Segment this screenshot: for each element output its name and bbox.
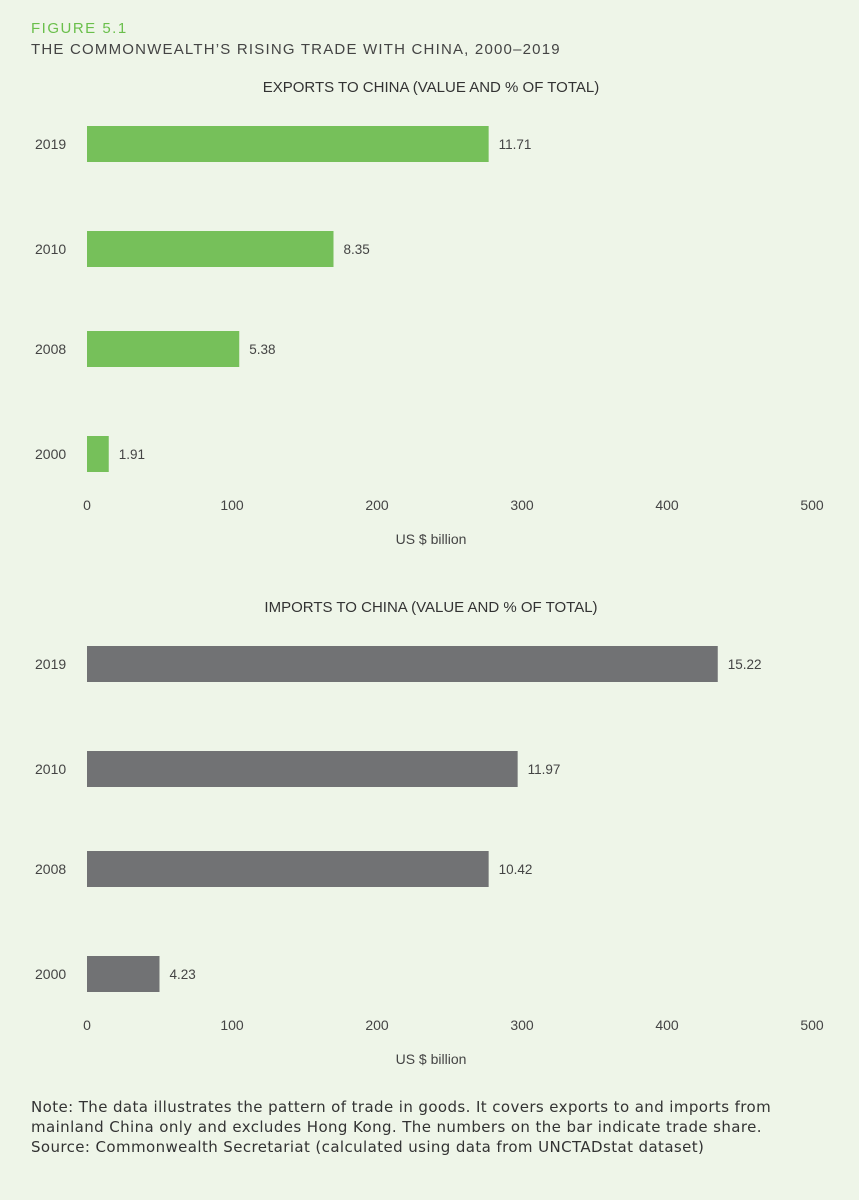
exports-x-tick-400: 400: [655, 497, 679, 513]
imports-data-label-2008: 10.42: [499, 862, 533, 877]
imports-bar-2008: [87, 851, 489, 887]
exports-x-tick-0: 0: [83, 497, 91, 513]
figure-label: FIGURE 5.1: [31, 20, 128, 37]
imports-data-label-2010: 11.97: [528, 762, 561, 777]
imports-x-tick-0: 0: [83, 1017, 91, 1033]
exports-bar-2019: [87, 126, 489, 162]
figure-title: THE COMMONWEALTH’S RISING TRADE WITH CHI…: [31, 41, 561, 58]
imports-x-axis-title: US $ billion: [396, 1051, 467, 1067]
exports-bar-2000: [87, 436, 109, 472]
imports-x-tick-200: 200: [365, 1017, 389, 1033]
exports-year-label-2008: 2008: [35, 341, 66, 357]
exports-bar-2008: [87, 331, 240, 367]
exports-x-tick-500: 500: [800, 497, 824, 513]
imports-x-tick-100: 100: [220, 1017, 244, 1033]
imports-x-tick-500: 500: [800, 1017, 824, 1033]
imports-chart-title: IMPORTS TO CHINA (VALUE AND % OF TOTAL): [264, 599, 597, 616]
imports-bar-2010: [87, 751, 518, 787]
imports-data-label-2000: 4.23: [170, 967, 196, 982]
exports-bar-2010: [87, 231, 334, 267]
exports-x-tick-200: 200: [365, 497, 389, 513]
exports-chart: EXPORTS TO CHINA (VALUE AND % OF TOTAL) 2…: [0, 70, 859, 560]
note-text: Note: The data illustrates the pattern o…: [31, 1098, 772, 1136]
imports-bar-2000: [87, 956, 160, 992]
imports-x-tick-300: 300: [510, 1017, 534, 1033]
exports-x-tick-100: 100: [220, 497, 244, 513]
exports-year-label-2019: 2019: [35, 136, 66, 152]
figure-note: Note: The data illustrates the pattern o…: [31, 1097, 836, 1157]
imports-x-tick-400: 400: [655, 1017, 679, 1033]
exports-chart-title: EXPORTS TO CHINA (VALUE AND % OF TOTAL): [263, 79, 599, 96]
imports-data-label-2019: 15.22: [728, 657, 762, 672]
exports-x-axis-title: US $ billion: [396, 531, 467, 547]
imports-year-label-2019: 2019: [35, 656, 66, 672]
exports-data-label-2000: 1.91: [119, 447, 145, 462]
imports-chart: IMPORTS TO CHINA (VALUE AND % OF TOTAL) 2…: [0, 590, 859, 1080]
exports-data-label-2008: 5.38: [249, 342, 275, 357]
exports-data-label-2019: 11.71: [499, 137, 532, 152]
imports-year-label-2000: 2000: [35, 966, 66, 982]
exports-chart-svg: EXPORTS TO CHINA (VALUE AND % OF TOTAL) 2…: [35, 79, 824, 547]
exports-x-tick-300: 300: [510, 497, 534, 513]
imports-year-label-2008: 2008: [35, 861, 66, 877]
exports-year-label-2000: 2000: [35, 446, 66, 462]
imports-chart-svg: IMPORTS TO CHINA (VALUE AND % OF TOTAL) 2…: [35, 599, 824, 1067]
source-text: Source: Commonwealth Secretariat (calcul…: [31, 1138, 705, 1156]
exports-year-label-2010: 2010: [35, 241, 66, 257]
imports-year-label-2010: 2010: [35, 761, 66, 777]
exports-data-label-2010: 8.35: [344, 242, 370, 257]
imports-bar-2019: [87, 646, 718, 682]
